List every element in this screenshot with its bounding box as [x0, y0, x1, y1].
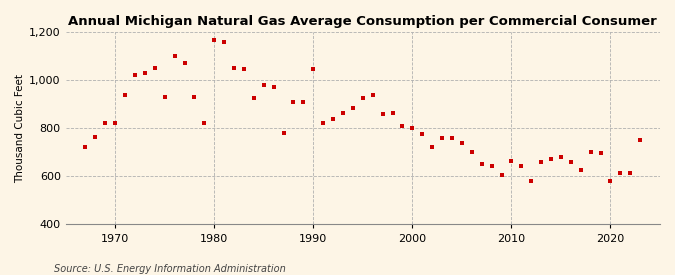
Point: [288, 100, 299, 104]
Point: [486, 163, 497, 168]
Point: [179, 61, 190, 65]
Point: [585, 150, 596, 155]
Point: [100, 121, 111, 126]
Point: [387, 110, 398, 115]
Point: [189, 95, 200, 99]
Point: [566, 160, 576, 164]
Point: [506, 158, 517, 163]
Point: [298, 100, 308, 104]
Point: [90, 134, 101, 139]
Point: [427, 145, 437, 150]
Point: [278, 131, 289, 135]
Point: [318, 121, 329, 126]
Point: [477, 162, 487, 166]
Point: [140, 71, 151, 75]
Point: [466, 150, 477, 155]
Point: [327, 116, 338, 121]
Point: [219, 39, 230, 44]
Point: [417, 132, 428, 136]
Point: [397, 123, 408, 128]
Point: [536, 160, 547, 164]
Point: [407, 126, 418, 130]
Point: [199, 121, 210, 126]
Point: [229, 66, 240, 70]
Text: Source: U.S. Energy Information Administration: Source: U.S. Energy Information Administ…: [54, 264, 286, 274]
Y-axis label: Thousand Cubic Feet: Thousand Cubic Feet: [15, 74, 25, 183]
Point: [169, 54, 180, 58]
Point: [447, 136, 458, 140]
Point: [456, 141, 467, 145]
Point: [238, 67, 249, 72]
Point: [80, 145, 91, 150]
Point: [209, 38, 219, 43]
Point: [625, 170, 636, 175]
Point: [615, 170, 626, 175]
Point: [348, 106, 358, 110]
Point: [338, 110, 348, 115]
Point: [119, 92, 130, 97]
Point: [248, 96, 259, 100]
Point: [437, 136, 448, 140]
Point: [605, 179, 616, 183]
Point: [367, 92, 378, 97]
Point: [556, 155, 566, 159]
Point: [634, 138, 645, 142]
Point: [130, 73, 140, 78]
Point: [159, 95, 170, 99]
Point: [575, 168, 586, 172]
Point: [308, 67, 319, 72]
Point: [110, 121, 121, 126]
Point: [259, 83, 269, 87]
Point: [149, 66, 160, 70]
Point: [526, 179, 537, 183]
Point: [358, 96, 369, 100]
Point: [545, 157, 556, 162]
Point: [268, 85, 279, 89]
Point: [516, 163, 526, 168]
Point: [496, 173, 507, 177]
Point: [595, 151, 606, 156]
Title: Annual Michigan Natural Gas Average Consumption per Commercial Consumer: Annual Michigan Natural Gas Average Cons…: [68, 15, 657, 28]
Point: [377, 112, 388, 116]
